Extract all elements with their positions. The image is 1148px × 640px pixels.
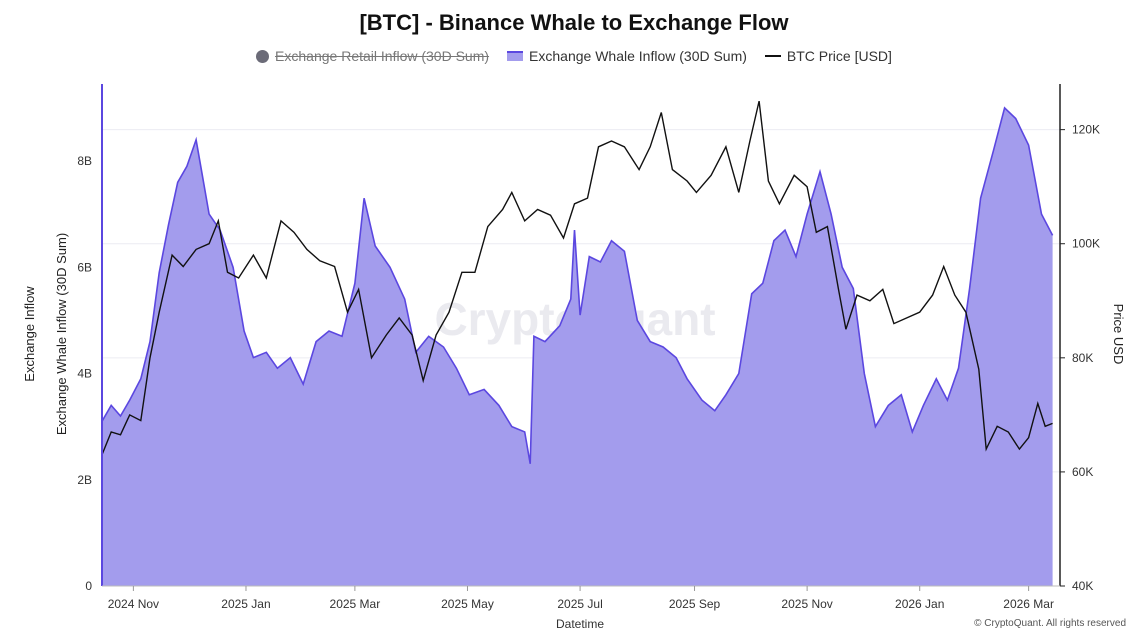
x-tick-label: 2025 Sep [669,597,721,611]
chart-title: [BTC] - Binance Whale to Exchange Flow [359,10,789,35]
legend-swatch-whale [507,51,524,61]
btc-price-line [101,100,1053,456]
y-right-axis-ticks: 40K 60K 80K 100K 120K [1060,123,1100,593]
legend-swatch-price [764,55,781,57]
x-tick-label: 2025 May [441,597,494,611]
x-tick-label: 2026 Mar [1003,597,1054,611]
y-left-tick-label: 8B [77,154,92,168]
x-tick-label: 2025 Nov [781,597,832,611]
y-left-inner-title: Exchange Whale Inflow (30D Sum) [54,233,69,435]
x-tick-label: 2024 Nov [108,597,159,611]
whale-inflow-area [102,107,1053,587]
y-right-tick-label: 120K [1072,123,1100,137]
y-right-tick-label: 40K [1072,579,1093,593]
x-tick-label: 2025 Jan [221,597,270,611]
y-right-tick-label: 100K [1072,237,1100,251]
legend-item-btc-price[interactable]: BTC Price [USD] [764,48,892,64]
copyright-footer: © CryptoQuant. All rights reserved [974,618,1126,629]
x-axis-title: Datetime [556,617,604,631]
x-axis-ticks: 2024 Nov 2025 Jan 2025 Mar 2025 May 2025 Jul… [108,586,1054,611]
whale-inflow-line [101,106,1054,464]
y-left-tick-label: 6B [77,260,92,274]
legend-label-whale: Exchange Whale Inflow (30D Sum) [529,48,747,64]
y-left-tick-label: 2B [77,473,92,487]
x-tick-label: 2026 Jan [895,597,944,611]
y-right-tick-label: 60K [1072,465,1093,479]
y-right-title: Price USD [1111,304,1126,365]
y-right-tick-label: 80K [1072,351,1093,365]
legend-item-whale-inflow[interactable]: Exchange Whale Inflow (30D Sum) [507,48,747,64]
y-left-tick-label: 4B [77,367,92,381]
legend-dot-retail [256,49,270,63]
y-left-tick-label: 0 [85,579,92,593]
legend: Exchange Retail Inflow (30D Sum) Exchang… [0,48,1148,64]
x-tick-label: 2025 Mar [330,597,381,611]
legend-item-retail-inflow[interactable]: Exchange Retail Inflow (30D Sum) [256,48,489,64]
legend-label-price: BTC Price [USD] [786,48,892,64]
x-tick-label: 2025 Jul [557,597,602,611]
y-left-outer-title: Exchange Inflow [22,286,37,382]
legend-label-retail: Exchange Retail Inflow (30D Sum) [275,48,490,64]
y-left-axis-ticks: 0 2B 4B 6B 8B [77,154,92,593]
axes [101,84,1061,587]
